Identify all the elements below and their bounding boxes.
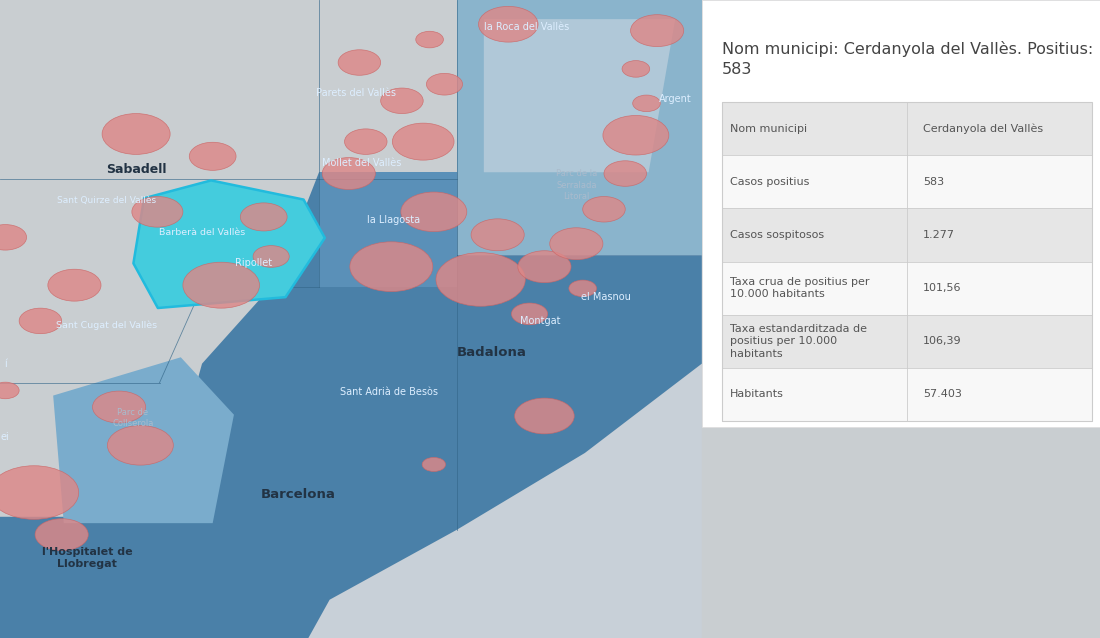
Circle shape xyxy=(102,114,170,154)
Circle shape xyxy=(108,426,174,465)
Text: Badalona: Badalona xyxy=(456,346,526,359)
Circle shape xyxy=(344,129,387,154)
Circle shape xyxy=(322,158,375,189)
Circle shape xyxy=(132,197,183,227)
Circle shape xyxy=(518,251,571,283)
Text: Taxa crua de positius per
10.000 habitants: Taxa crua de positius per 10.000 habitan… xyxy=(729,277,869,299)
Circle shape xyxy=(471,219,525,251)
Circle shape xyxy=(0,225,26,250)
Circle shape xyxy=(400,192,466,232)
Text: Casos sospitosos: Casos sospitosos xyxy=(729,230,824,240)
Circle shape xyxy=(0,466,79,519)
Text: Sabadell: Sabadell xyxy=(106,163,166,175)
Circle shape xyxy=(92,391,145,423)
Circle shape xyxy=(183,262,260,308)
Circle shape xyxy=(436,253,526,306)
Circle shape xyxy=(478,6,538,42)
FancyBboxPatch shape xyxy=(702,0,1100,427)
Text: 583: 583 xyxy=(923,177,944,187)
FancyBboxPatch shape xyxy=(722,209,1092,262)
Circle shape xyxy=(350,242,432,292)
Circle shape xyxy=(623,61,650,77)
Text: Nom municipi: Cerdanyola del Vallès. Positius:
583: Nom municipi: Cerdanyola del Vallès. Pos… xyxy=(722,41,1093,77)
Text: ei: ei xyxy=(1,432,10,442)
FancyBboxPatch shape xyxy=(722,262,1092,315)
FancyBboxPatch shape xyxy=(722,155,1092,209)
Circle shape xyxy=(422,457,446,471)
Circle shape xyxy=(393,123,454,160)
Circle shape xyxy=(603,115,669,155)
Text: Taxa estandarditzada de
positius per 10.000
habitants: Taxa estandarditzada de positius per 10.… xyxy=(729,324,867,359)
FancyBboxPatch shape xyxy=(722,315,1092,368)
Text: Montgat: Montgat xyxy=(520,316,560,326)
Circle shape xyxy=(253,246,289,267)
Text: 106,39: 106,39 xyxy=(923,336,961,346)
Text: í: í xyxy=(4,359,7,369)
Circle shape xyxy=(583,197,625,222)
Text: l'Hospitalet de
Llobregat: l'Hospitalet de Llobregat xyxy=(42,547,132,570)
Circle shape xyxy=(19,308,62,334)
Circle shape xyxy=(48,269,101,301)
Circle shape xyxy=(338,50,381,75)
Circle shape xyxy=(240,203,287,231)
Text: Casos positius: Casos positius xyxy=(729,177,808,187)
Circle shape xyxy=(550,228,603,260)
Text: Parets del Vallès: Parets del Vallès xyxy=(316,87,396,98)
Circle shape xyxy=(569,280,596,297)
Text: 1.277: 1.277 xyxy=(923,230,955,240)
Text: la Roca del Vallès: la Roca del Vallès xyxy=(484,22,569,32)
Text: Mollet del Vallès: Mollet del Vallès xyxy=(322,158,401,168)
FancyBboxPatch shape xyxy=(722,102,1092,155)
Circle shape xyxy=(427,73,462,95)
Text: Barberà del Vallès: Barberà del Vallès xyxy=(158,228,245,237)
Text: Cerdanyola del Vallès: Cerdanyola del Vallès xyxy=(923,123,1043,134)
Text: el Masnou: el Masnou xyxy=(581,292,631,302)
Text: Ripollet: Ripollet xyxy=(234,258,272,269)
Circle shape xyxy=(515,398,574,434)
Text: Nom municipi: Nom municipi xyxy=(729,124,806,134)
FancyBboxPatch shape xyxy=(722,368,1092,421)
Text: Parc de
Collserola: Parc de Collserola xyxy=(112,408,154,428)
Circle shape xyxy=(189,142,236,170)
Circle shape xyxy=(381,88,424,114)
Circle shape xyxy=(0,382,19,399)
Circle shape xyxy=(35,519,88,551)
Circle shape xyxy=(632,95,660,112)
Text: Sant Adrià de Besòs: Sant Adrià de Besòs xyxy=(340,387,438,397)
Text: 57.403: 57.403 xyxy=(923,389,961,399)
Circle shape xyxy=(630,15,684,47)
Text: la Llagosta: la Llagosta xyxy=(367,215,420,225)
Text: Barcelona: Barcelona xyxy=(261,488,336,501)
Text: Sant Quirze del Vallès: Sant Quirze del Vallès xyxy=(57,197,156,205)
Text: Sant Cugat del Vallès: Sant Cugat del Vallès xyxy=(56,321,157,330)
Text: Habitants: Habitants xyxy=(729,389,783,399)
Circle shape xyxy=(512,303,548,325)
Circle shape xyxy=(604,161,647,186)
Circle shape xyxy=(416,31,443,48)
Text: Parc de la
Serralada
Litoral: Parc de la Serralada Litoral xyxy=(556,170,597,200)
Text: 101,56: 101,56 xyxy=(923,283,961,293)
Text: Argent: Argent xyxy=(659,94,692,104)
